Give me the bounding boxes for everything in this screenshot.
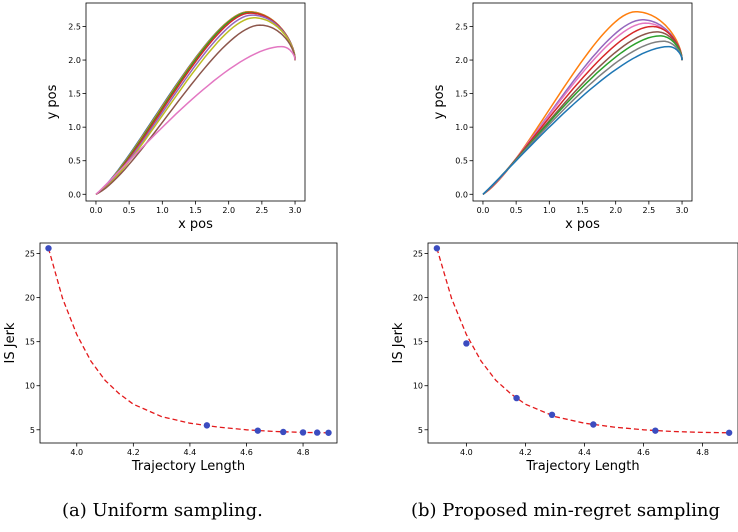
x-tick-label: 1.0 [543, 206, 556, 215]
data-point-3 [513, 394, 520, 402]
series-line-1 [95, 10, 296, 195]
x-tick-label: 3.0 [289, 206, 302, 215]
series-line-6 [482, 35, 683, 195]
axes-frame [39, 242, 338, 444]
x-axis-label: x pos [178, 217, 213, 232]
series-line-7 [482, 40, 683, 195]
y-tick-label: 1.0 [68, 123, 81, 132]
data-point-6 [652, 427, 659, 434]
y-axis-label: y pos [45, 84, 60, 119]
y-axis-label: IS Jerk [3, 322, 18, 363]
data-point-4 [280, 428, 287, 436]
axes-frame [427, 242, 738, 444]
y-tick-label: 20 [413, 294, 423, 303]
y-tick-label: 1.0 [455, 123, 468, 132]
data-point-7 [325, 429, 332, 436]
data-point-1 [45, 245, 52, 252]
x-tick-label: 0.0 [90, 206, 103, 215]
x-tick-label: 4.4 [578, 448, 591, 457]
y-tick-label: 0.5 [455, 157, 468, 166]
plot-area [95, 10, 296, 195]
x-tick-label: 4.2 [519, 448, 532, 457]
y-tick-label: 0.0 [455, 190, 468, 199]
x-tick-label: 2.0 [222, 206, 235, 215]
y-tick-label: 5 [418, 426, 423, 435]
plot-area [45, 245, 332, 436]
y-tick-label: 2.5 [455, 22, 468, 31]
series-line-2 [95, 10, 296, 195]
x-axis-label: Trajectory Length [525, 459, 639, 474]
x-tick-label: 1.0 [156, 206, 169, 215]
plot-area [433, 245, 733, 436]
x-tick-label: 4.8 [297, 448, 310, 457]
y-tick-label: 0.5 [68, 157, 81, 166]
y-tick-label: 10 [413, 382, 423, 391]
series-line-8 [95, 45, 296, 195]
series-line-3 [482, 22, 683, 195]
x-tick-label: 4.8 [696, 448, 709, 457]
x-tick-label: 2.0 [609, 206, 622, 215]
x-tick-label: 3.0 [676, 206, 689, 215]
x-tick-label: 4.6 [240, 448, 253, 457]
x-tick-label: 2.5 [255, 206, 268, 215]
y-tick-label: 2.5 [68, 22, 81, 31]
x-tick-label: 4.6 [637, 448, 650, 457]
x-tick-label: 2.5 [642, 206, 655, 215]
chart-panel-3: 4.0 4.2 4.4 4.6 4.8 5 10 15 20 25 Trajectory Lengt… [3, 242, 338, 474]
y-tick-label: 25 [413, 250, 423, 259]
data-point-4 [548, 411, 556, 419]
y-tick-label: 2.0 [455, 56, 468, 65]
data-point-6 [314, 429, 321, 436]
chart-panel-4: 4.0 4.2 4.4 4.6 4.8 5 10 15 20 25 Trajectory Lengt… [391, 242, 738, 474]
x-tick-label: 0.0 [477, 206, 490, 215]
data-point-7 [725, 429, 733, 436]
series-line-2 [482, 19, 683, 195]
y-tick-label: 10 [25, 382, 35, 391]
x-tick-label: 4.4 [184, 448, 197, 457]
x-tick-label: 4.0 [70, 448, 83, 457]
data-point-2 [463, 340, 470, 347]
y-axis-label: IS Jerk [391, 322, 406, 363]
chart-panel-2: 0.0 0.5 1.0 1.5 2.0 2.5 3.0 0.0 0.5 1.0 1.5 2.0 2.5 x… [432, 2, 693, 232]
series-line-1 [482, 10, 683, 195]
series-line-8 [482, 45, 683, 195]
y-tick-label: 20 [25, 294, 35, 303]
y-tick-label: 25 [25, 250, 35, 259]
y-tick-label: 15 [25, 338, 35, 347]
series-line-6 [95, 17, 296, 195]
x-tick-label: 4.2 [127, 448, 140, 457]
x-axis-label: x pos [565, 217, 600, 232]
series-line-5 [482, 31, 683, 195]
fit-curve [436, 248, 730, 434]
y-tick-label: 2.0 [68, 56, 81, 65]
y-tick-label: 0.0 [68, 190, 81, 199]
chart-panel-1: 0.0 0.5 1.0 1.5 2.0 2.5 3.0 0.0 0.5 1.0 1.5 2.0 2.5 x… [45, 2, 306, 232]
x-tick-label: 0.5 [123, 206, 136, 215]
plot-area [482, 10, 683, 195]
y-tick-label: 1.5 [455, 90, 468, 99]
data-point-1 [433, 245, 441, 252]
caption-uniform-sampling: (a) Uniform sampling. [62, 500, 263, 521]
y-tick-label: 1.5 [68, 90, 81, 99]
x-tick-label: 1.5 [189, 206, 202, 215]
y-axis-label: y pos [432, 84, 447, 119]
x-tick-label: 0.5 [510, 206, 523, 215]
data-point-3 [254, 427, 261, 434]
x-tick-label: 4.0 [460, 448, 473, 457]
data-point-5 [299, 429, 307, 436]
y-tick-label: 5 [30, 426, 35, 435]
y-tick-label: 15 [413, 338, 423, 347]
series-line-4 [482, 25, 683, 195]
data-point-5 [590, 421, 597, 428]
data-point-2 [203, 422, 211, 429]
x-axis-label: Trajectory Length [131, 459, 245, 474]
caption-min-regret-sampling: (b) Proposed min-regret sampling [411, 500, 721, 521]
fit-curve [47, 248, 329, 434]
x-tick-label: 1.5 [576, 206, 589, 215]
